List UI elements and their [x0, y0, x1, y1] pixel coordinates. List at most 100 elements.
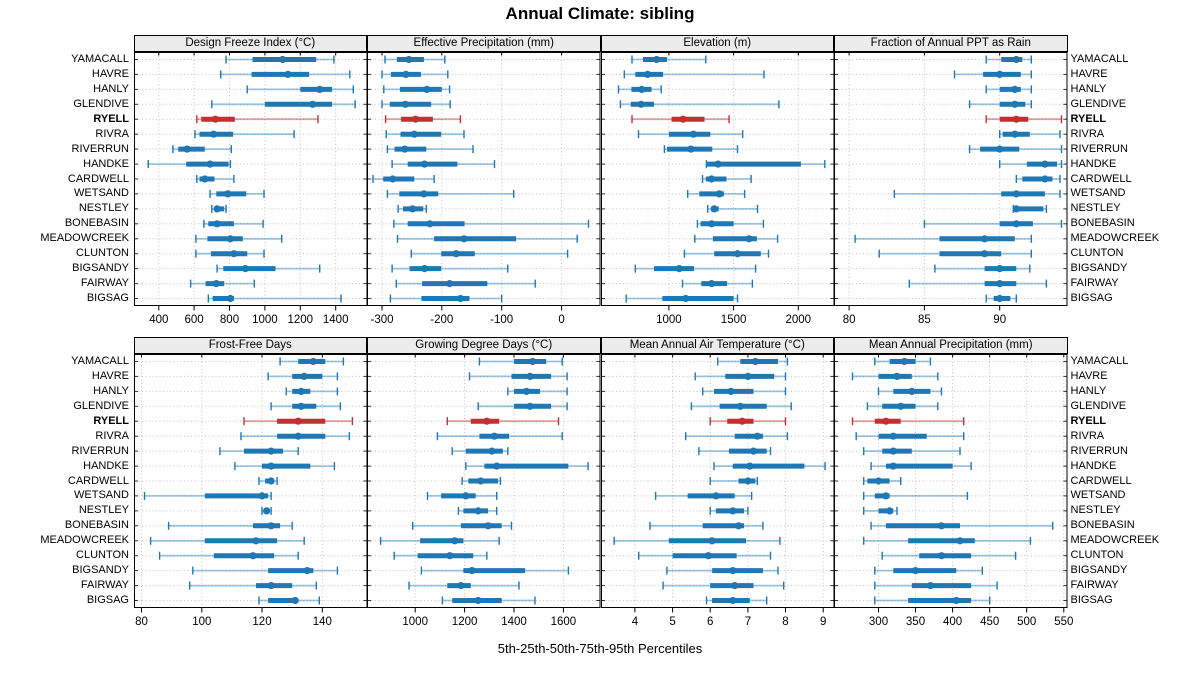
median-dot [291, 596, 299, 605]
figure-title: Annual Climate: sibling [505, 4, 695, 23]
station-label-right-nestley: NESTLEY [1070, 504, 1121, 517]
panel-fraction-of-annual-ppt-as-rain: 80 85 90 [834, 52, 1068, 330]
median-dot [1041, 160, 1049, 168]
median-dot [707, 175, 715, 183]
interval-fairway [189, 279, 255, 288]
median-dot [889, 462, 897, 470]
median-dot [267, 582, 275, 590]
station-label-right-bigsag: BIGSAG [1070, 594, 1113, 606]
interval-nestley [863, 506, 898, 515]
interval-handke [146, 160, 231, 169]
median-dot [710, 205, 718, 213]
interval-bigsandy [934, 264, 1031, 273]
interval-glendive [866, 402, 939, 411]
station-label-left-nestley: NESTLEY [78, 504, 129, 517]
interval-yamacall [985, 55, 1033, 64]
interval-ryell [195, 115, 319, 124]
station-label-left-nestley: NESTLEY [78, 202, 129, 215]
station-label-right-glendive: GLENDIVE [1070, 97, 1127, 110]
median-dot [733, 250, 741, 258]
interval-riverrun [968, 145, 1063, 154]
interval-nestley [397, 204, 427, 213]
median-dot [493, 462, 501, 470]
x-tick-label: 1500 [720, 314, 746, 326]
x-tick-label: 1400 [322, 314, 348, 326]
station-label-right-glendive: GLENDIVE [1070, 399, 1127, 412]
interval-meadowcreek [149, 536, 305, 545]
median-dot [315, 85, 323, 93]
interval-rivra [637, 130, 743, 139]
x-tick-label: 0 [558, 314, 564, 326]
panel-strip-design-freeze-index-c: Design Freeze Index (°C) [133, 35, 367, 52]
x-tick-label: 800 [219, 314, 238, 326]
x-tick-label: -300 [370, 314, 393, 326]
station-label-right-clunton: CLUNTON [1070, 247, 1124, 260]
median-dot [1011, 85, 1019, 93]
median-dot [753, 432, 761, 440]
median-dot [522, 387, 530, 395]
median-dot [410, 130, 418, 138]
station-label-right-bonebasin: BONEBASIN [1070, 519, 1135, 532]
median-dot [726, 387, 734, 395]
interval-rivra [193, 130, 295, 139]
interval-bonebasin [870, 521, 1054, 530]
median-dot [526, 372, 534, 380]
median-dot [468, 567, 476, 575]
median-dot [226, 235, 234, 243]
interval-hanly [507, 387, 568, 396]
interval-havre [623, 70, 765, 79]
median-dot [267, 477, 275, 485]
median-dot [405, 55, 413, 64]
x-tick-label: 85 [918, 314, 931, 326]
interval-hanly [245, 85, 354, 94]
interval-cardwell [708, 477, 758, 485]
interval-clunton [683, 249, 769, 258]
interval-fairway [408, 581, 520, 590]
interval-meadowcreek [379, 536, 500, 545]
median-dot [303, 567, 311, 575]
median-dot [213, 205, 221, 213]
x-tick-label: 600 [184, 314, 203, 326]
median-dot [212, 280, 220, 288]
interval-nestley [210, 204, 227, 213]
median-dot [730, 582, 738, 590]
interval-riverrun [863, 447, 961, 456]
median-dot [1041, 175, 1049, 183]
median-dot [420, 160, 429, 168]
panel-strip-growing-degree-days-c: Growing Degree Days (°C) [367, 337, 601, 354]
station-label-left-havre: HAVRE [91, 67, 129, 80]
station-label-right-meadowcreek: MEADOWCREEK [1070, 232, 1160, 245]
station-label-left-meadowcreek: MEADOWCREEK [40, 534, 129, 547]
median-dot [248, 552, 257, 560]
median-dot [743, 477, 751, 485]
interval-handke [465, 462, 589, 471]
interval-bigsag [705, 596, 767, 605]
median-dot [213, 220, 221, 228]
panel-strip-elevation-m: Elevation (m) [600, 35, 834, 52]
median-dot [488, 447, 496, 455]
interval-havre [266, 372, 338, 381]
median-dot [981, 235, 989, 243]
interval-handke [870, 462, 972, 471]
x-tick-label: 300 [869, 616, 888, 628]
median-dot [686, 145, 694, 153]
interval-nestley [457, 506, 498, 515]
x-tick-label: 500 [1017, 616, 1036, 628]
median-dot [1012, 190, 1020, 198]
interval-fairway [908, 279, 1048, 288]
median-dot [411, 115, 420, 123]
median-dot [456, 294, 464, 303]
interval-riverrun [386, 145, 474, 154]
station-label-left-wetsand: WETSAND [74, 489, 129, 502]
median-dot [294, 417, 302, 425]
interval-bigsandy [420, 566, 570, 575]
median-dot [996, 145, 1004, 153]
interval-bigsandy [215, 264, 320, 273]
interval-cardwell [372, 175, 435, 183]
interval-rivra [385, 130, 465, 139]
station-label-right-havre: HAVRE [1070, 67, 1108, 80]
interval-ryell [242, 417, 353, 426]
x-tick-label: -200 [430, 314, 453, 326]
median-dot [704, 552, 712, 560]
median-dot [882, 492, 890, 500]
